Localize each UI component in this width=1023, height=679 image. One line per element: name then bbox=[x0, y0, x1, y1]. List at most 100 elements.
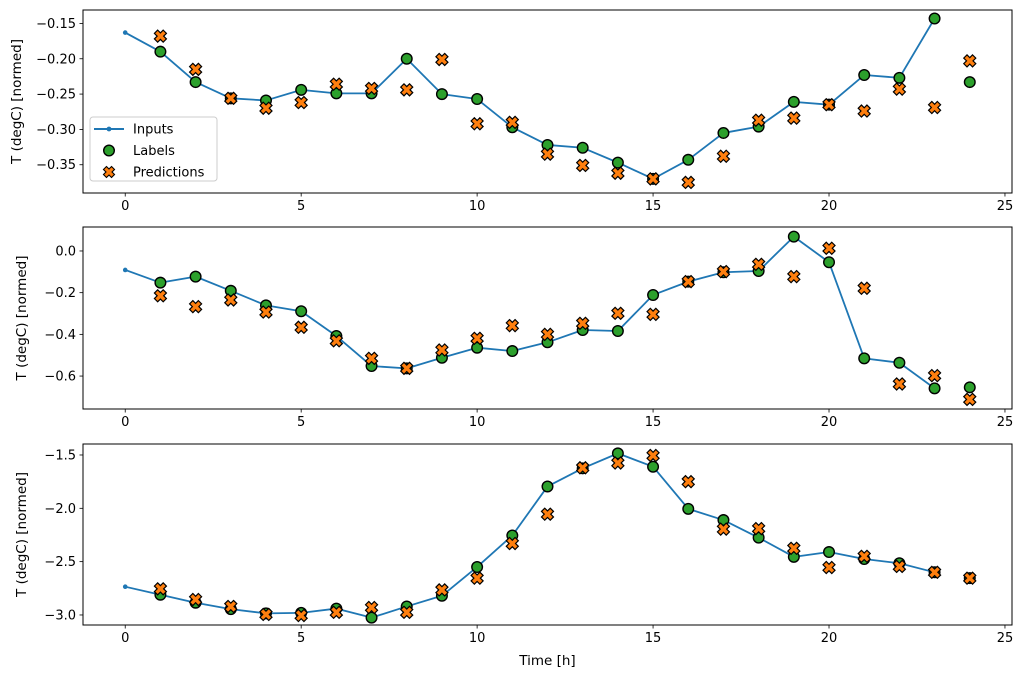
prediction-marker bbox=[329, 77, 344, 92]
legend-item-predictions: Predictions bbox=[102, 165, 205, 181]
inputs-line bbox=[125, 452, 935, 619]
input-point-marker bbox=[122, 267, 128, 273]
prediction-marker bbox=[399, 361, 414, 376]
prediction-marker bbox=[294, 608, 309, 623]
prediction-marker bbox=[540, 327, 555, 342]
legend-label: Inputs bbox=[133, 123, 174, 138]
prediction-marker bbox=[611, 306, 625, 321]
labels-series bbox=[154, 12, 976, 185]
y-tick-label: −0.35 bbox=[36, 158, 76, 173]
input-point-marker bbox=[122, 584, 128, 590]
labels-circle-swatch bbox=[102, 144, 115, 157]
label-marker bbox=[576, 141, 589, 154]
y-tick-label: −1.5 bbox=[44, 448, 76, 463]
x-tick-label: 15 bbox=[645, 199, 662, 214]
prediction-marker bbox=[294, 95, 309, 110]
x-tick-label: 5 bbox=[297, 199, 305, 214]
legend-item-labels: Labels bbox=[102, 144, 175, 159]
label-marker bbox=[893, 356, 906, 369]
inputs-line bbox=[124, 235, 936, 390]
prediction-marker bbox=[259, 305, 273, 319]
prediction-marker bbox=[540, 147, 555, 161]
x-tick-label: 25 bbox=[997, 199, 1014, 214]
label-marker bbox=[963, 381, 976, 394]
label-marker bbox=[295, 83, 308, 96]
label-marker bbox=[647, 288, 660, 301]
x-tick-label: 20 bbox=[821, 199, 838, 214]
label-marker bbox=[647, 460, 660, 473]
prediction-marker bbox=[857, 281, 872, 296]
prediction-marker bbox=[646, 172, 660, 186]
prediction-marker bbox=[716, 264, 731, 279]
label-marker bbox=[541, 480, 554, 493]
x-tick-label: 25 bbox=[997, 415, 1014, 430]
inputs-series bbox=[122, 16, 937, 182]
subplot-bottom: 0 5 10 15 20 25 −1.5 −2.0 −2.5 −3.0 T (degC) [norm… bbox=[14, 443, 1013, 646]
inputs-series bbox=[122, 234, 937, 391]
predictions-x-swatch bbox=[102, 165, 116, 179]
predictions-series bbox=[153, 241, 977, 407]
y-tick-label: −2.0 bbox=[44, 502, 76, 517]
prediction-marker bbox=[927, 565, 942, 580]
prediction-marker bbox=[399, 605, 414, 620]
label-marker bbox=[154, 276, 167, 289]
y-axis: −1.5 −2.0 −2.5 −3.0 bbox=[44, 448, 83, 623]
x-axis: 0 5 10 15 20 25 bbox=[121, 193, 1013, 214]
label-marker bbox=[963, 76, 976, 89]
y-axis: −0.15 −0.20 −0.25 −0.30 −0.35 bbox=[36, 17, 83, 173]
x-tick-label: 10 bbox=[469, 199, 486, 214]
y-tick-label: −2.5 bbox=[44, 555, 76, 570]
y-axis: 0.0 −0.2 −0.4 −0.6 bbox=[44, 244, 83, 385]
input-point-marker bbox=[122, 30, 128, 35]
prediction-marker bbox=[646, 448, 660, 463]
prediction-marker bbox=[716, 522, 731, 536]
prediction-marker bbox=[892, 377, 907, 391]
prediction-marker bbox=[822, 241, 836, 256]
label-marker bbox=[858, 69, 871, 82]
prediction-marker bbox=[962, 571, 977, 586]
legend-label: Labels bbox=[133, 144, 175, 159]
label-marker bbox=[823, 546, 836, 559]
prediction-marker bbox=[364, 351, 379, 366]
prediction-marker bbox=[259, 607, 273, 622]
label-marker bbox=[471, 93, 484, 106]
prediction-marker bbox=[751, 113, 766, 128]
prediction-marker bbox=[575, 158, 590, 173]
subplot-top: 0 5 10 15 20 25 −0.15 −0.20 −0.25 −0.30 −0.35 T (de… bbox=[9, 9, 1013, 214]
prediction-marker bbox=[681, 474, 696, 489]
axes-frame bbox=[82, 9, 1013, 194]
label-marker bbox=[682, 153, 695, 166]
prediction-marker bbox=[435, 52, 449, 67]
prediction-marker bbox=[153, 288, 168, 303]
label-marker bbox=[189, 76, 202, 89]
y-tick-label: −0.6 bbox=[44, 370, 76, 385]
x-tick-label: 15 bbox=[645, 631, 662, 646]
labels-series bbox=[154, 230, 976, 395]
prediction-marker bbox=[575, 316, 590, 331]
x-tick-label: 5 bbox=[297, 415, 305, 430]
prediction-marker bbox=[470, 331, 484, 346]
prediction-marker bbox=[575, 460, 590, 475]
y-axis-label: T (degC) [normed] bbox=[9, 39, 25, 165]
prediction-marker bbox=[892, 559, 907, 574]
prediction-marker bbox=[435, 583, 449, 597]
prediction-marker bbox=[540, 507, 555, 522]
prediction-marker bbox=[223, 599, 238, 614]
x-axis: 0 5 10 15 20 25 bbox=[121, 625, 1013, 646]
inputs-series bbox=[122, 451, 937, 620]
prediction-marker bbox=[505, 536, 520, 551]
predictions-series bbox=[153, 448, 977, 623]
prediction-marker bbox=[716, 149, 731, 164]
prediction-marker bbox=[822, 97, 836, 112]
y-tick-label: −0.25 bbox=[36, 88, 76, 103]
y-tick-label: −0.4 bbox=[44, 328, 76, 343]
prediction-marker bbox=[857, 104, 872, 118]
x-tick-label: 5 bbox=[297, 631, 305, 646]
label-marker bbox=[189, 270, 202, 283]
prediction-marker bbox=[470, 571, 484, 586]
label-marker bbox=[154, 45, 167, 58]
label-marker bbox=[928, 382, 941, 395]
prediction-marker bbox=[329, 333, 344, 348]
prediction-marker bbox=[646, 307, 660, 322]
